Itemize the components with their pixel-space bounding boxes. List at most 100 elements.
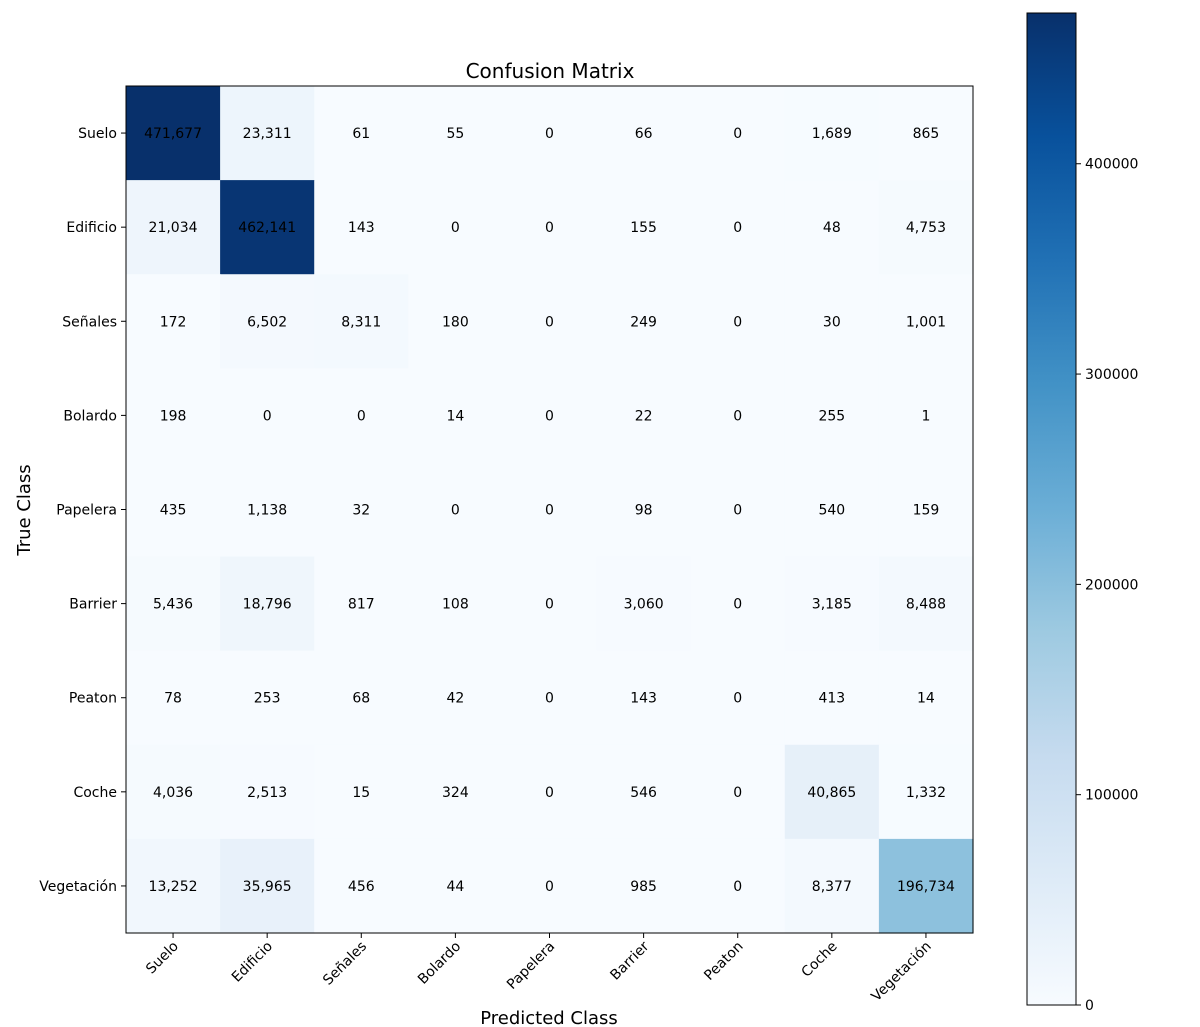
- heatmap-cell: [126, 274, 221, 369]
- cell-value-label: 0: [357, 408, 366, 424]
- heatmap-cell: [784, 650, 880, 746]
- heatmap-cell: [220, 650, 315, 746]
- heatmap-cell: [878, 274, 974, 369]
- cell-value-label: 0: [545, 408, 554, 424]
- cell-value-label: 4,753: [906, 220, 946, 236]
- cell-value-label: 865: [913, 126, 940, 142]
- chart-title: Confusion Matrix: [466, 59, 635, 83]
- cell-value-label: 6,502: [247, 314, 287, 330]
- cell-value-label: 23,311: [243, 126, 292, 142]
- heatmap-cell: [408, 368, 504, 464]
- heatmap-cell: [878, 462, 974, 558]
- heatmap-cell: [220, 274, 315, 369]
- cell-value-label: 0: [733, 408, 742, 424]
- heatmap-cell: [314, 838, 409, 934]
- cell-value-label: 1,001: [906, 314, 946, 330]
- cell-value-label: 0: [545, 126, 554, 142]
- heatmap-cell: [220, 556, 315, 652]
- heatmap-cell: [784, 180, 880, 275]
- cell-value-label: 546: [630, 785, 657, 801]
- heatmap-cell: [408, 180, 504, 275]
- cell-value-label: 14: [917, 691, 935, 707]
- heatmap-cell: [314, 274, 409, 369]
- cell-value-label: 0: [545, 785, 554, 801]
- colorbar-tick-label: 0: [1085, 998, 1094, 1014]
- cell-value-label: 471,677: [144, 126, 202, 142]
- cell-value-label: 180: [442, 314, 469, 330]
- cell-value-label: 0: [733, 597, 742, 613]
- heatmap-cell: [690, 180, 786, 275]
- heatmap-cell: [878, 838, 974, 934]
- cell-value-label: 0: [733, 785, 742, 801]
- cell-value-label: 40,865: [807, 785, 856, 801]
- heatmap-cell: [596, 556, 692, 652]
- cell-value-label: 143: [348, 220, 375, 236]
- colorbar-tick-label: 200000: [1085, 577, 1138, 593]
- heatmap-cell: [784, 86, 880, 181]
- cell-value-label: 172: [160, 314, 187, 330]
- heatmap-cell: [502, 86, 598, 181]
- cell-value-label: 21,034: [149, 220, 198, 236]
- heatmap-cell: [408, 556, 504, 652]
- cell-value-label: 0: [545, 220, 554, 236]
- cell-value-label: 30: [823, 314, 841, 330]
- colorbar-tick-label: 300000: [1085, 367, 1138, 383]
- heatmap-cell: [314, 368, 409, 464]
- cell-value-label: 0: [733, 314, 742, 330]
- heatmap-cell: [408, 86, 504, 181]
- heatmap-cell: [690, 462, 786, 558]
- heatmap-cell: [502, 744, 598, 840]
- heatmap-cell: [408, 274, 504, 369]
- cell-value-label: 0: [545, 691, 554, 707]
- heatmap-cell: [502, 556, 598, 652]
- cell-value-label: 462,141: [238, 220, 296, 236]
- heatmap-cell: [220, 86, 315, 181]
- cell-value-label: 22: [635, 408, 653, 424]
- cell-value-label: 1,689: [812, 126, 852, 142]
- colorbar-tick-label: 100000: [1085, 788, 1138, 804]
- cell-value-label: 0: [545, 503, 554, 519]
- cell-value-label: 253: [254, 691, 281, 707]
- cell-value-label: 4,036: [153, 785, 193, 801]
- x-tick-label: Coche: [799, 939, 841, 981]
- cell-value-label: 14: [446, 408, 464, 424]
- heatmap-cell: [408, 462, 504, 558]
- cell-value-label: 8,311: [341, 314, 381, 330]
- y-tick-label: Coche: [73, 785, 117, 801]
- x-tick-label: Señales: [320, 939, 370, 989]
- cell-value-label: 159: [913, 503, 940, 519]
- cell-value-label: 0: [733, 691, 742, 707]
- heatmap-cell: [314, 462, 409, 558]
- cell-value-label: 44: [446, 879, 464, 895]
- heatmap-cell: [690, 838, 786, 934]
- heatmap-cell: [690, 556, 786, 652]
- heatmap-cell: [126, 368, 221, 464]
- heatmap-cell: [502, 650, 598, 746]
- heatmap-cell: [502, 180, 598, 275]
- heatmap-cell: [596, 462, 692, 558]
- heatmap-cell: [314, 86, 409, 181]
- heatmap-cell: [408, 744, 504, 840]
- heatmap-cell: [878, 556, 974, 652]
- cell-value-label: 13,252: [149, 879, 198, 895]
- cell-value-label: 0: [451, 503, 460, 519]
- y-tick-label: Peaton: [69, 691, 117, 707]
- heatmap-cell: [408, 650, 504, 746]
- heatmap-cell: [878, 86, 974, 181]
- cell-value-label: 435: [160, 503, 187, 519]
- y-tick-label: Vegetación: [39, 879, 117, 895]
- x-tick-label: Bolardo: [415, 939, 464, 988]
- cell-value-label: 155: [630, 220, 657, 236]
- cell-value-label: 2,513: [247, 785, 287, 801]
- heatmap-cell: [220, 838, 315, 934]
- cell-value-label: 5,436: [153, 597, 193, 613]
- cell-value-label: 68: [352, 691, 370, 707]
- y-tick-label: Papelera: [56, 503, 117, 519]
- heatmap-cell: [220, 180, 315, 275]
- cell-value-label: 0: [733, 879, 742, 895]
- x-tick-label: Edificio: [229, 939, 276, 986]
- cell-value-label: 8,488: [906, 597, 946, 613]
- heatmap-cell: [784, 274, 880, 369]
- cell-value-label: 0: [545, 597, 554, 613]
